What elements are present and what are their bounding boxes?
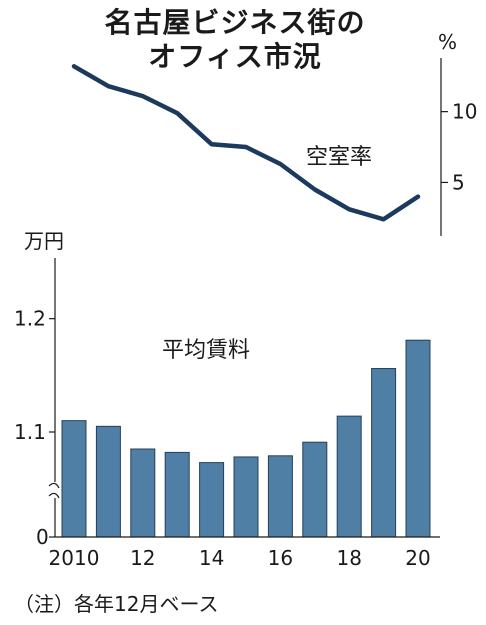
axis-break-mark (48, 482, 60, 489)
rent-bar (95, 425, 121, 538)
rent-x-tick-label: 16 (268, 546, 293, 570)
rent-y-tick-label: 1.2 (14, 307, 46, 331)
chart-title-line1: 名古屋ビジネス街の (104, 6, 366, 39)
vacancy-unit-label: % (438, 30, 458, 54)
rent-bar (302, 441, 328, 538)
rent-bar (61, 420, 87, 538)
rent-bar (371, 368, 397, 538)
rent-bar (405, 339, 431, 538)
rent-x-tick-label: 20 (405, 546, 430, 570)
rent-bar (267, 455, 293, 538)
rent-bar (336, 415, 362, 538)
rent-bar (130, 448, 156, 538)
vacancy-y-tick-label: 5 (452, 170, 465, 194)
vacancy-y-tick-label: 10 (452, 100, 477, 124)
rent-unit-label: 万円 (24, 229, 64, 253)
rent-y-tick-label: 1.1 (14, 420, 46, 444)
rent-baseline-label: 0 (36, 525, 49, 549)
rent-x-tick-label: 2010 (49, 546, 100, 570)
vacancy-series-label: 空室率 (306, 145, 372, 170)
chart-title-line2: オフィス市況 (148, 40, 322, 73)
chart-note: （注）各年12月ベース (14, 592, 219, 616)
rent-x-tick-label: 12 (130, 546, 155, 570)
rent-bar (233, 456, 259, 538)
rent-x-tick-label: 18 (336, 546, 361, 570)
rent-bar (199, 462, 225, 538)
vacancy-rate-line (71, 64, 421, 222)
rent-bar (164, 451, 190, 538)
rent-x-tick-label: 14 (199, 546, 224, 570)
axis-break-mark (48, 492, 60, 499)
rent-series-label: 平均賃料 (162, 338, 250, 363)
